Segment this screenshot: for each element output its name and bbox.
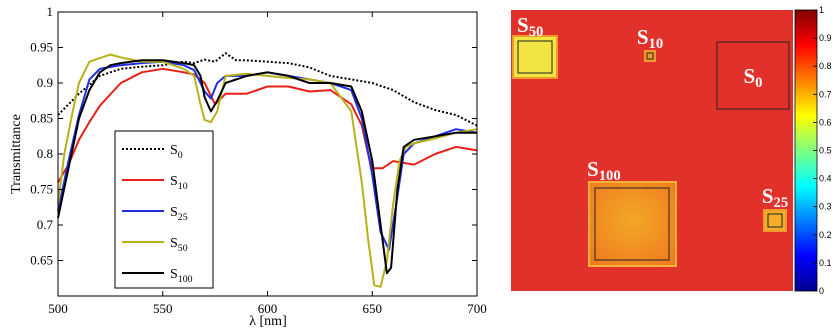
x-tick-label: 600	[258, 301, 278, 316]
series-line-s100	[57, 59, 477, 275]
colorbar-tick-label: 0	[819, 286, 824, 296]
x-tick-label: 500	[48, 301, 68, 316]
y-ticks: 0.65 0.7 0.75 0.8 0.85 0.9 0.95 1	[30, 4, 477, 268]
square-s100	[590, 183, 675, 265]
colorbar-tick-label: 0.2	[819, 230, 832, 240]
square-s10	[646, 52, 654, 60]
series-layer	[57, 52, 478, 288]
legend-box	[114, 130, 214, 289]
y-tick-label: 0.7	[37, 217, 54, 232]
series-line-s50	[57, 53, 478, 288]
square-outline-s50	[517, 40, 553, 74]
square-outline-s10	[646, 52, 654, 60]
square-outline-s0	[716, 41, 790, 110]
colorbar-tick-label: 0.5	[819, 146, 832, 156]
square-outline-s100	[594, 187, 670, 261]
colorbar-tick-label: 0.1	[819, 258, 832, 268]
y-axis-label: Transmittance	[9, 114, 24, 194]
heatmap-squares: S50 S10 S0 S100 S25	[512, 13, 790, 267]
heatmap: S50 S10 S0 S100 S25 0 0.1 0.2 0.3 0.4 0.5 0.6 0.7 0.…	[511, 5, 832, 296]
square-label-s50: S50	[517, 13, 543, 40]
x-tick-label: 700	[467, 301, 487, 316]
legend-label-s50: S50	[170, 236, 188, 254]
colorbar-tick-label: 0.8	[819, 61, 832, 71]
square-outline-s25	[767, 213, 783, 228]
square-label-s10: S10	[637, 25, 663, 52]
square-label-s25: S25	[762, 184, 788, 211]
line-plot: 500 550 600 650 700 0.65 0.7 0.75 0.8 0.85 0.9 0.9…	[9, 4, 487, 329]
colorbar-tick-label: 0.3	[819, 202, 832, 212]
colorbar-tick-label: 0.7	[819, 89, 832, 99]
y-tick-label: 0.95	[30, 40, 53, 55]
legend: S0 S10 S25 S50 S100	[114, 130, 214, 289]
series-line-s10	[57, 67, 478, 183]
x-tick-label: 550	[153, 301, 173, 316]
square-s25	[765, 211, 785, 230]
square-label-s100: S100	[587, 157, 621, 184]
series-line-s0	[57, 52, 478, 127]
x-axis-label: λ [nm]	[249, 314, 287, 329]
x-tick-label: 650	[363, 301, 383, 316]
square-label-s0: S0	[743, 64, 762, 91]
y-tick-label: 0.8	[37, 146, 53, 161]
legend-label-s25: S25	[170, 205, 188, 223]
square-s50	[514, 37, 556, 77]
y-tick-label: 0.9	[37, 75, 53, 90]
colorbar-tick-label: 0.9	[819, 33, 832, 43]
legend-label-s0: S0	[170, 143, 183, 161]
legend-label-s10: S10	[170, 174, 188, 192]
y-tick-label: 0.65	[30, 253, 53, 268]
y-tick-label: 0.85	[30, 111, 53, 126]
y-tick-label: 0.75	[30, 182, 53, 197]
legend-label-s100: S100	[170, 267, 193, 285]
colorbar-tick-label: 1	[819, 5, 824, 15]
colorbar-ticks: 0 0.1 0.2 0.3 0.4 0.5 0.6 0.7 0.8 0.9 1	[813, 5, 832, 296]
colorbar-tick-label: 0.4	[819, 174, 832, 184]
colorbar-tick-label: 0.6	[819, 117, 832, 127]
y-tick-label: 1	[47, 4, 54, 19]
x-ticks: 500 550 600 650 700	[48, 12, 487, 316]
